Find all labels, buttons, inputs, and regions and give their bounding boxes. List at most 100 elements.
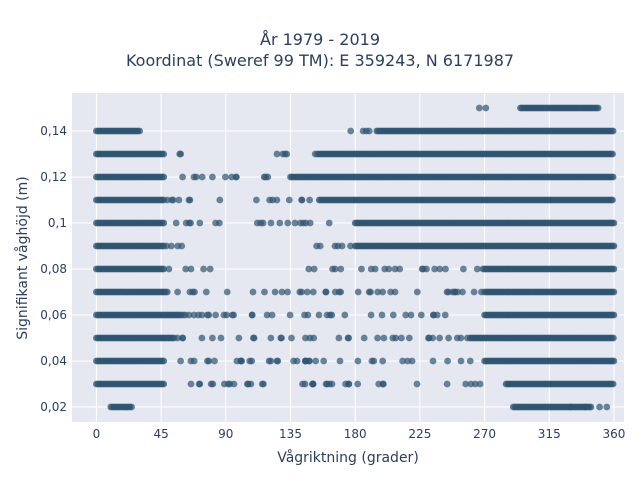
data-point (347, 242, 354, 250)
data-point (323, 311, 331, 319)
data-point (466, 357, 474, 365)
data-point (331, 265, 339, 273)
data-point (405, 334, 413, 342)
data-point (310, 265, 318, 273)
data-point (237, 357, 245, 365)
data-point (172, 219, 180, 227)
data-point (445, 288, 452, 296)
data-point (177, 357, 185, 365)
data-point (195, 380, 203, 388)
x-tick-label: 45 (153, 427, 168, 441)
data-point (587, 403, 595, 411)
data-point (374, 334, 381, 342)
data-point (399, 357, 406, 365)
data-point (248, 357, 256, 365)
x-tick-label: 135 (279, 427, 302, 441)
data-point (267, 219, 275, 227)
data-point (224, 380, 232, 388)
data-point (325, 219, 333, 227)
data-point (273, 196, 281, 204)
data-point (174, 334, 182, 342)
data-point (187, 380, 195, 388)
data-point (232, 173, 240, 181)
data-point (443, 380, 451, 388)
data-point (192, 173, 200, 181)
data-point (454, 288, 461, 296)
data-point (310, 334, 318, 342)
data-point (464, 334, 471, 342)
data-point (211, 357, 218, 365)
data-point (265, 357, 273, 365)
data-point (217, 334, 225, 342)
data-point (160, 357, 168, 365)
data-point (331, 288, 339, 296)
data-point (478, 288, 485, 296)
data-point (387, 288, 394, 296)
data-point (281, 150, 289, 158)
data-point (431, 265, 438, 273)
data-point (470, 288, 478, 296)
data-point (368, 357, 376, 365)
data-point (436, 334, 443, 342)
data-point (160, 173, 168, 181)
x-axis-label: Vågriktning (grader) (277, 449, 419, 466)
data-point (163, 288, 171, 296)
data-point (354, 380, 362, 388)
data-point (374, 288, 382, 296)
data-point (250, 334, 257, 342)
data-point (345, 334, 352, 342)
data-point (179, 173, 187, 181)
data-point (303, 288, 311, 296)
data-point (174, 288, 182, 296)
data-point (304, 311, 312, 319)
data-point (198, 334, 206, 342)
data-point (209, 334, 216, 342)
data-point (187, 219, 195, 227)
plot-background (72, 93, 624, 422)
data-point (160, 265, 168, 273)
data-point (278, 334, 285, 342)
y-tick-label: 0,02 (40, 400, 67, 414)
data-point (460, 265, 467, 273)
data-point (610, 219, 618, 227)
data-point (309, 288, 317, 296)
x-tick-label: 225 (408, 427, 431, 441)
data-point (164, 196, 171, 204)
data-point (169, 196, 177, 204)
data-point (179, 334, 187, 342)
x-tick-label: 315 (538, 427, 561, 441)
data-points (93, 104, 618, 411)
data-point (609, 127, 617, 135)
y-tick-label: 0,08 (40, 262, 67, 276)
data-point (309, 380, 317, 388)
data-point (609, 173, 617, 181)
data-point (198, 173, 206, 181)
data-point (354, 357, 362, 365)
data-point (182, 265, 190, 273)
data-point (413, 288, 421, 296)
data-point (341, 311, 349, 319)
data-point (429, 334, 436, 342)
y-tick-label: 0,04 (40, 354, 67, 368)
data-point (316, 242, 324, 250)
data-point (441, 311, 449, 319)
data-point (257, 219, 265, 227)
data-point (298, 196, 306, 204)
data-point (160, 380, 168, 388)
data-point (338, 242, 346, 250)
y-tick-label: 0,06 (40, 308, 67, 322)
data-point (128, 403, 135, 411)
data-point (462, 380, 470, 388)
data-point (209, 173, 216, 181)
data-point (249, 288, 257, 296)
data-point (296, 288, 304, 296)
data-point (594, 104, 602, 112)
data-point (229, 311, 236, 319)
data-point (288, 334, 295, 342)
data-point (342, 380, 349, 388)
data-point (204, 357, 211, 365)
x-tick-label: 0 (93, 427, 101, 441)
data-point (354, 288, 362, 296)
data-point (457, 357, 465, 365)
y-tick-label: 0,14 (40, 124, 67, 138)
